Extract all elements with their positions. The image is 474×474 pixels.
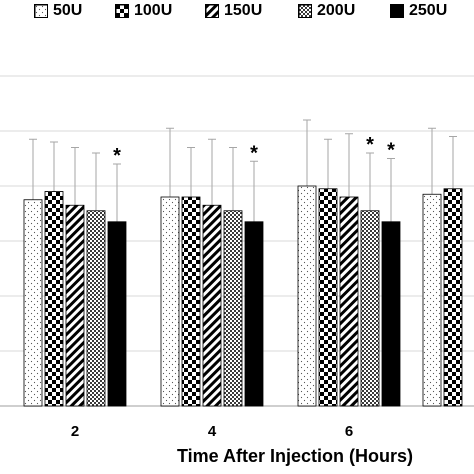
bar-250u-6 [381, 221, 401, 407]
x-axis-title: Time After Injection (Hours) [176, 446, 414, 466]
legend-label-250u: 250U [409, 2, 448, 19]
x-tick-label-6: 6 [345, 423, 353, 440]
bar-200u-4 [223, 210, 243, 407]
legend-label-50u: 50U [53, 2, 83, 19]
bar-100u-extra [443, 188, 463, 407]
bar-50u-2 [23, 199, 43, 407]
legend-swatch-50u [34, 4, 48, 18]
legend-label-150u: 150U [224, 2, 263, 19]
bar-50u-4 [160, 196, 180, 407]
legend-swatch-250u [390, 4, 404, 18]
x-tick-labels: 2 4 6 [71, 423, 353, 440]
legend-item-200u: 200U [298, 2, 355, 20]
significance-star-200u-6: * [366, 134, 374, 156]
significance-star-250u-4: * [250, 142, 258, 164]
legend-swatch-200u [298, 4, 312, 18]
bar-100u-2 [44, 191, 64, 407]
bar-150u-2 [65, 204, 85, 407]
significance-markers: * * * * [113, 134, 395, 167]
bar-50u-extra [422, 193, 442, 407]
x-tick-label-2: 2 [71, 423, 79, 440]
x-tick-label-4: 4 [208, 423, 217, 440]
bar-200u-6 [360, 210, 380, 407]
bar-250u-4 [244, 221, 264, 407]
legend-label-100u: 100U [134, 2, 173, 19]
bar-100u-4 [181, 196, 201, 407]
bar-100u-6 [318, 188, 338, 407]
legend-label-200u: 200U [317, 2, 356, 19]
bar-200u-2 [86, 210, 106, 407]
legend-item-150u: 150U [205, 2, 262, 20]
bars [23, 185, 463, 407]
legend-swatch-100u [115, 4, 129, 18]
bar-150u-6 [339, 196, 359, 407]
legend: 50U 100U 150U 200U 250U [0, 0, 474, 22]
legend-swatch-150u [205, 4, 219, 18]
bar-150u-4 [202, 204, 222, 407]
bar-250u-2 [107, 221, 127, 407]
significance-star-250u-6: * [387, 140, 395, 162]
bar-50u-6 [297, 185, 317, 407]
legend-item-50u: 50U [34, 2, 82, 20]
legend-item-100u: 100U [115, 2, 172, 20]
significance-star-250u-2: * [113, 145, 121, 167]
legend-item-250u: 250U [390, 2, 447, 20]
